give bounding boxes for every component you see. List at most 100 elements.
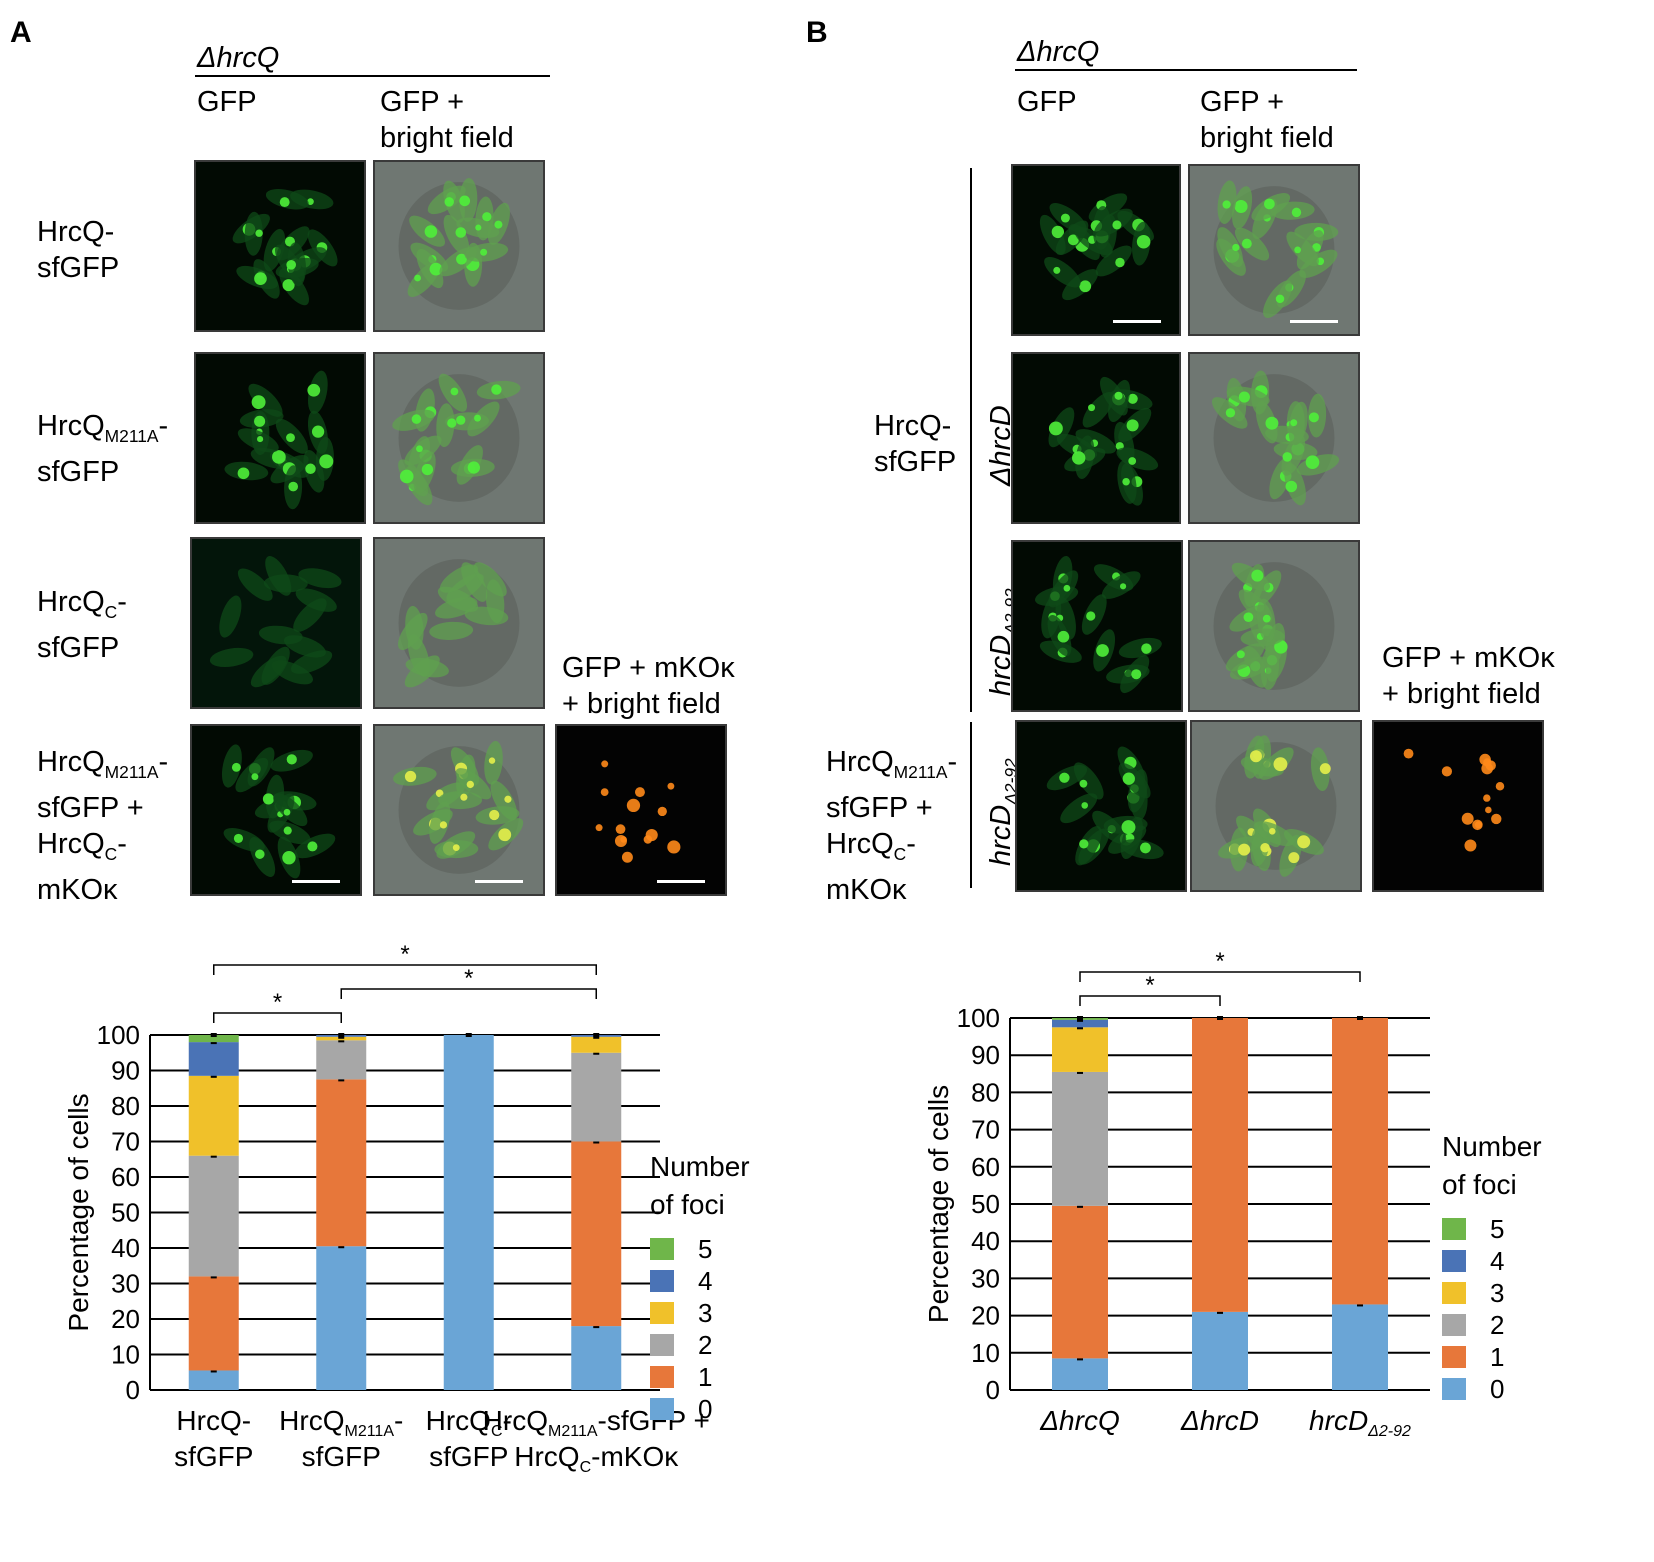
bar-segment-3-foci [571,1036,622,1053]
panel-a-col-mko-line2: + bright field [562,688,721,720]
bar-segment-2-foci [571,1052,622,1142]
micrograph-b-r4-gfp [1015,720,1187,892]
panel-a-row1-label: HrcQ- sfGFP [37,214,119,286]
micrograph-b-r2-brightfield [1188,352,1360,524]
micrograph-b-r3-gfp [1011,540,1183,712]
row-label-tail: - [117,827,127,860]
x-tick-label: hrcDΔ2-92 [1309,1405,1411,1440]
y-tick-label: 100 [97,1020,140,1050]
error-bar [1357,1016,1363,1020]
micrograph-image [595,760,681,863]
significance-marker: * [273,989,282,1016]
micrograph-b-r1-gfp [1011,164,1181,336]
micrograph-image [1039,193,1154,301]
scale-bar [1290,320,1338,323]
micrograph-image [1048,376,1159,506]
micrograph-a-r1-brightfield [373,160,545,332]
x-tick-label: ΔhrcD [1180,1405,1259,1436]
legend-swatch-0 [1442,1378,1466,1400]
bar-segment-2-foci [316,1040,367,1080]
error-bar [210,1033,217,1037]
legend-label: 0 [698,1394,712,1424]
y-tick-label: 30 [111,1269,140,1299]
x-tick-label: HrcQC-mKOκ [514,1441,679,1476]
row-label-text: HrcQ [826,746,894,778]
row-label-sub: C [104,601,118,622]
panel-b-group-bracket [970,168,972,712]
row-label-line: sfGFP [37,631,120,664]
panel-b-row4-label: HrcQM211A- sfGFP + HrcQC- mKOκ [826,744,957,908]
y-tick-label: 90 [971,1040,1000,1070]
micrograph-b-r2-gfp [1011,352,1181,524]
y-tick-label: 40 [111,1233,140,1263]
x-tick-label: HrcQC- [426,1405,512,1440]
significance-bracket [213,1012,342,1023]
significance-marker: * [464,965,473,992]
scale-bar [1113,320,1161,323]
row-label-tail: - [947,746,958,778]
micrograph-a-r2-brightfield [373,352,545,524]
y-tick-label: 10 [971,1338,1000,1368]
legend-label: 4 [698,1266,712,1296]
panel-b-col-bf-line1: GFP + [1200,86,1285,118]
micrograph-image [393,740,524,874]
micrograph-image [1403,748,1505,852]
significance-marker: * [400,941,409,968]
row-label-text: HrcQ [37,586,105,618]
error-bar [593,1033,600,1037]
error-bar [1077,1025,1083,1030]
significance-marker: * [1145,972,1154,999]
micrograph-image [224,370,334,510]
panel-b-header-rule [1015,69,1357,71]
micrograph-image [1035,555,1162,694]
significance-bracket [1079,971,1361,982]
bar-segment-1-foci [188,1276,239,1371]
legend-title: of foci [650,1189,725,1220]
row-label-sub: M211A [104,761,159,782]
panel-b-col-gfp: GFP [1017,86,1077,118]
x-tick-label: sfGFP [429,1441,508,1472]
group-label-line: sfGFP [874,446,957,478]
x-tick-label: HrcQ- [176,1405,251,1436]
row-label-line: mKOκ [37,873,118,906]
row-label-text: HrcQ [37,827,105,860]
legend-swatch-5 [1442,1218,1466,1240]
micrograph-image [1213,562,1335,690]
legend-label: 2 [1490,1310,1504,1340]
bar-segment-5-foci [188,1035,239,1043]
bar-segment-3-foci [1052,1027,1108,1072]
legend-label: 1 [698,1362,712,1392]
row-label-line: HrcQC- [37,584,127,630]
panel-b-strain-header: ΔhrcQ [1017,36,1100,68]
micrograph-image [1215,735,1337,877]
legend-label: 3 [1490,1278,1504,1308]
micrograph-a-r2-gfp [194,352,366,524]
row-label-sub: C [893,843,907,864]
row-label-text: HrcQ [37,410,105,442]
panel-b-letter: B [806,16,828,49]
scale-bar [657,880,705,883]
micrograph-b-r3-brightfield [1188,540,1360,712]
row-label-line: sfGFP + [826,791,933,824]
row-label-line: mKOκ [826,873,907,906]
legend-label: 3 [698,1298,712,1328]
row-label-text: HrcQ [37,746,105,778]
y-tick-label: 0 [986,1375,1000,1405]
bar-segment-4-foci [1052,1019,1108,1028]
legend-swatch-3 [1442,1282,1466,1304]
legend-swatch-4 [650,1270,674,1292]
panel-b-col-mko-line2: + bright field [1382,678,1541,710]
row-label-tail: - [158,410,169,442]
row-label-text: HrcQ [826,827,894,860]
y-tick-label: 60 [971,1152,1000,1182]
panel-b-col-mko-line1: GFP + mKOκ [1382,642,1555,674]
panel-a-col-mko-line1: GFP + mKOκ [562,652,735,684]
x-tick-label: HrcQM211A- [279,1405,403,1440]
micrograph-image [398,559,520,688]
panel-b-col-bf-line2: bright field [1200,122,1334,154]
legend-swatch-0 [650,1398,674,1420]
legend-swatch-3 [650,1302,674,1324]
bar-segment-1-foci [1052,1205,1108,1359]
